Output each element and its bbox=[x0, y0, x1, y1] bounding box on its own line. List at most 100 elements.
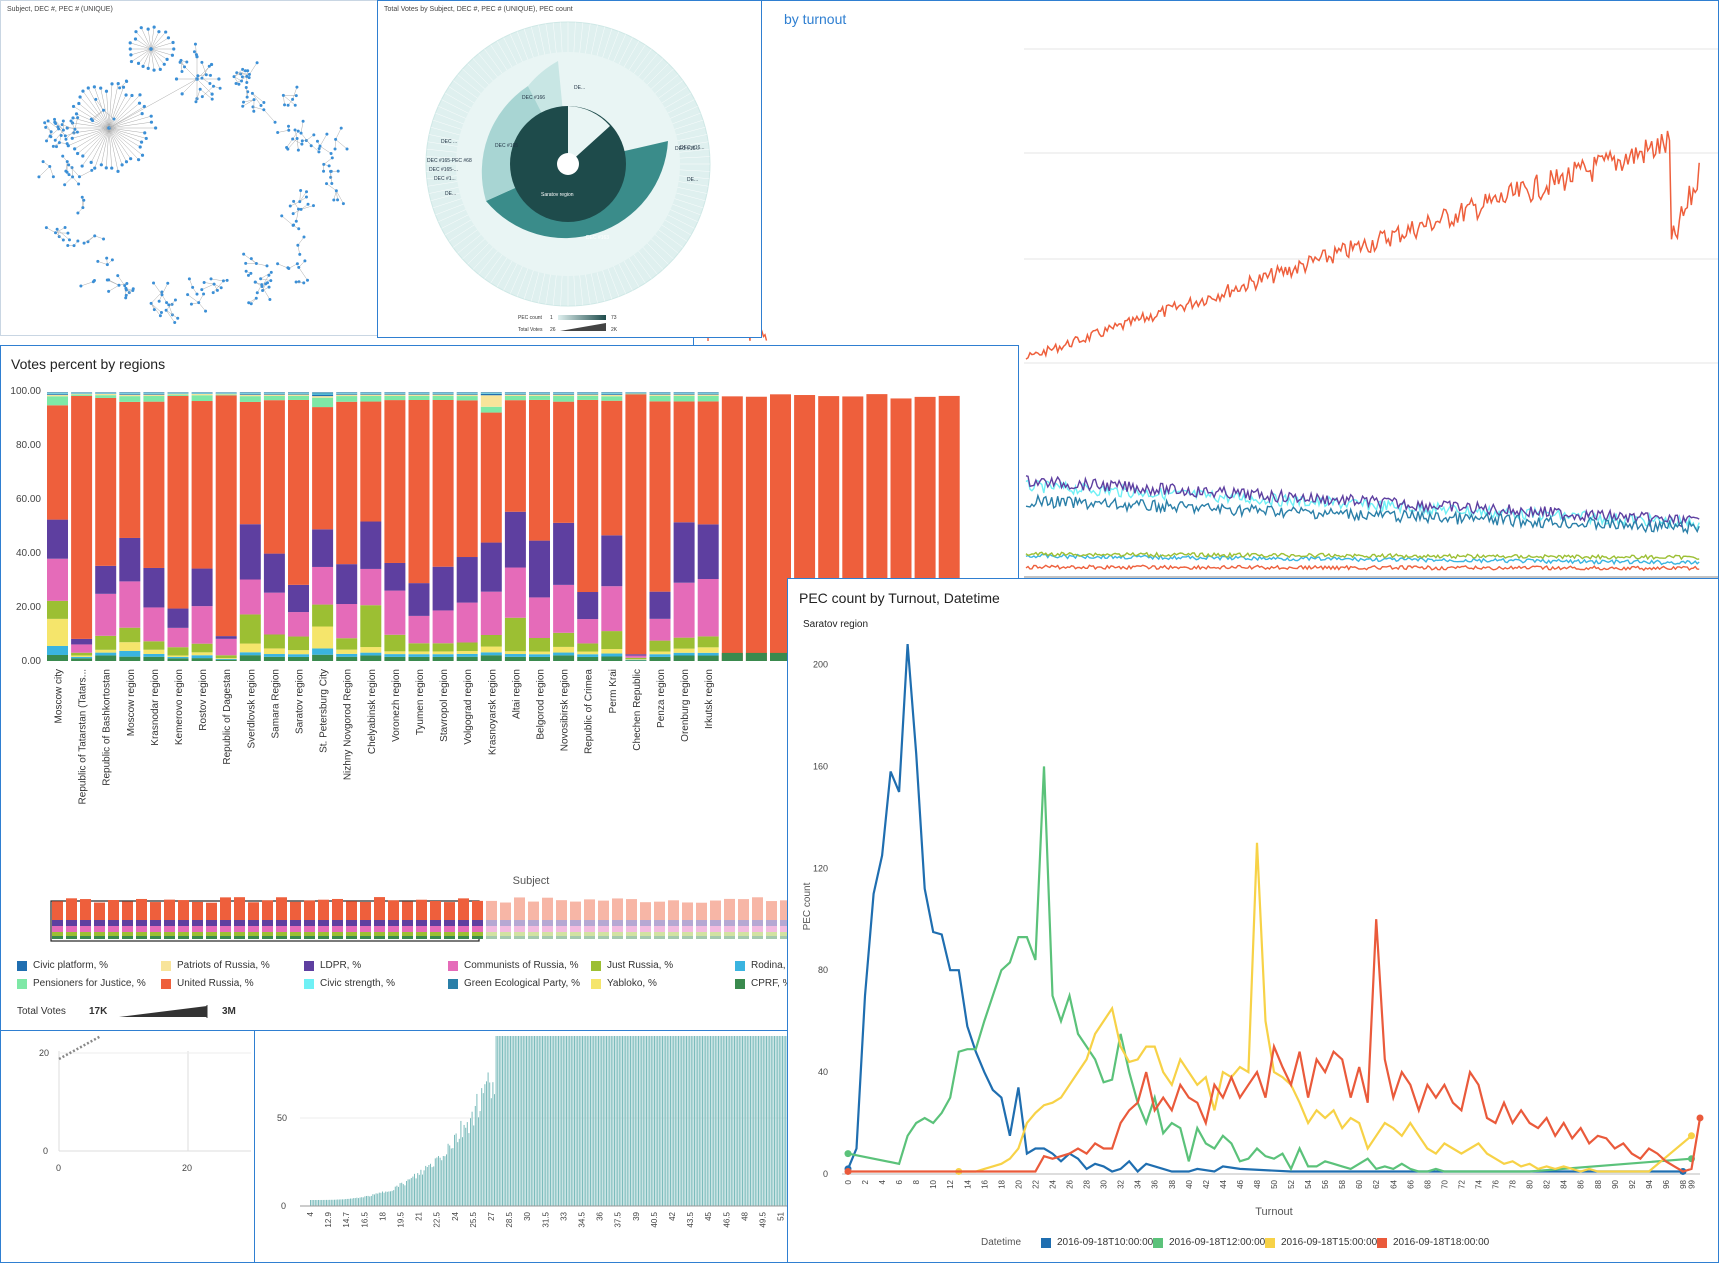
hist-bar bbox=[591, 1036, 593, 1206]
hist-x-tick: 45 bbox=[704, 1211, 713, 1220]
legend-item[interactable]: Pensioners for Justice, % bbox=[17, 978, 146, 989]
network-node bbox=[255, 61, 259, 65]
pec-x-tick: 18 bbox=[997, 1179, 1006, 1188]
pec-legend-item[interactable]: 2016-09-18T12:00:00 bbox=[1153, 1237, 1265, 1248]
sunburst-spoke bbox=[602, 28, 613, 58]
network-node bbox=[124, 160, 129, 164]
hist-bar bbox=[681, 1036, 683, 1206]
network-edge bbox=[90, 127, 110, 163]
network-edge bbox=[56, 229, 70, 241]
bar-segment bbox=[47, 405, 68, 520]
sunburst-spoke bbox=[426, 148, 457, 153]
network-node bbox=[173, 298, 177, 302]
hist-bar bbox=[759, 1036, 761, 1206]
network-edge bbox=[108, 78, 198, 129]
overview-bar bbox=[668, 900, 679, 939]
legend-item[interactable]: Civic platform, % bbox=[17, 960, 108, 971]
sunburst-spoke bbox=[432, 198, 462, 209]
bar-segment bbox=[577, 651, 599, 655]
network-node bbox=[89, 160, 93, 164]
pec-y-tick: 200 bbox=[813, 659, 828, 669]
bar-segment bbox=[577, 394, 599, 396]
bar-segment bbox=[143, 641, 165, 650]
hist-bar bbox=[418, 1174, 420, 1206]
network-node bbox=[110, 82, 114, 86]
network-node bbox=[158, 67, 162, 71]
overview-bar bbox=[360, 901, 371, 939]
bar-segment bbox=[601, 656, 623, 661]
bar-segment bbox=[504, 567, 526, 618]
bar-segment bbox=[215, 392, 237, 393]
bar-segment bbox=[649, 618, 671, 641]
hist-bar bbox=[610, 1036, 612, 1206]
bar-segment bbox=[432, 651, 454, 655]
pec-legend-item[interactable]: 2016-09-18T18:00:00 bbox=[1377, 1237, 1489, 1248]
pec-legend-item[interactable]: 2016-09-18T10:00:00 bbox=[1041, 1237, 1153, 1248]
legend-item[interactable]: Just Russia, % bbox=[591, 960, 673, 971]
sunburst-spoke bbox=[602, 270, 613, 300]
hist-bar bbox=[390, 1191, 391, 1206]
network-edge bbox=[47, 120, 59, 130]
legend-item[interactable]: Civic strength, % bbox=[304, 978, 395, 989]
sunburst-spoke bbox=[672, 203, 701, 216]
hist-bar bbox=[324, 1199, 326, 1206]
legend-item[interactable]: Communists of Russia, % bbox=[448, 960, 578, 971]
network-edge bbox=[81, 197, 84, 208]
network-edge bbox=[64, 176, 73, 185]
bar-segment bbox=[288, 650, 309, 655]
legend-item[interactable]: LDPR, % bbox=[304, 960, 361, 971]
legend-item[interactable]: Yabloko, % bbox=[591, 978, 657, 989]
category-label: Saratov region bbox=[295, 669, 306, 734]
hist-bar bbox=[500, 1036, 502, 1206]
sunburst-spoke bbox=[484, 254, 503, 279]
hist-bar bbox=[631, 1036, 633, 1206]
bar-segment bbox=[649, 640, 671, 652]
hist-bar bbox=[636, 1036, 638, 1206]
bar-segment bbox=[47, 600, 68, 619]
network-node bbox=[249, 302, 253, 306]
category-label: Belgorod region bbox=[536, 669, 547, 740]
pec-x-tick: 88 bbox=[1594, 1179, 1603, 1188]
hist-bar bbox=[404, 1185, 406, 1206]
sunburst-spoke bbox=[661, 224, 688, 242]
hist-bar bbox=[441, 1160, 443, 1206]
bar-segment bbox=[71, 644, 93, 653]
network-edge bbox=[108, 121, 152, 129]
network-node bbox=[125, 281, 129, 285]
sunburst-spoke bbox=[679, 169, 710, 172]
network-node bbox=[104, 166, 108, 170]
legend-item[interactable]: United Russia, % bbox=[161, 978, 254, 989]
legend-item[interactable]: Patriots of Russia, % bbox=[161, 960, 270, 971]
overview-bar bbox=[528, 901, 539, 939]
bar-segment bbox=[432, 394, 454, 396]
legend-item[interactable]: Rodina, % bbox=[735, 960, 797, 971]
network-edge bbox=[54, 119, 64, 131]
network-node bbox=[110, 258, 114, 262]
hist-bar bbox=[314, 1199, 316, 1206]
network-node bbox=[260, 285, 264, 289]
sunburst-inner-gap bbox=[568, 106, 610, 164]
pec-legend-item[interactable]: 2016-09-18T15:00:00 bbox=[1265, 1237, 1377, 1248]
network-node bbox=[294, 94, 298, 98]
network-node bbox=[127, 291, 131, 295]
network-edge bbox=[74, 117, 78, 130]
network-edge bbox=[49, 166, 54, 177]
network-edge bbox=[319, 134, 328, 147]
network-node bbox=[204, 73, 208, 77]
bar-segment bbox=[312, 396, 334, 398]
bar-segment bbox=[95, 395, 117, 398]
network-edge bbox=[150, 31, 166, 50]
sunburst-spoke bbox=[552, 22, 557, 53]
hist-bar bbox=[311, 1199, 313, 1206]
bar-segment bbox=[456, 651, 478, 654]
network-node bbox=[245, 95, 249, 99]
legend-item[interactable]: CPRF, % bbox=[735, 978, 792, 989]
network-node bbox=[249, 257, 253, 261]
bar-segment bbox=[119, 392, 141, 394]
network-node bbox=[141, 64, 145, 68]
overview-bar bbox=[388, 900, 399, 939]
legend-item[interactable]: Green Ecological Party, % bbox=[448, 978, 580, 989]
bar-segment bbox=[408, 651, 430, 655]
hist-bar bbox=[502, 1036, 503, 1206]
bar-segment bbox=[408, 393, 430, 394]
